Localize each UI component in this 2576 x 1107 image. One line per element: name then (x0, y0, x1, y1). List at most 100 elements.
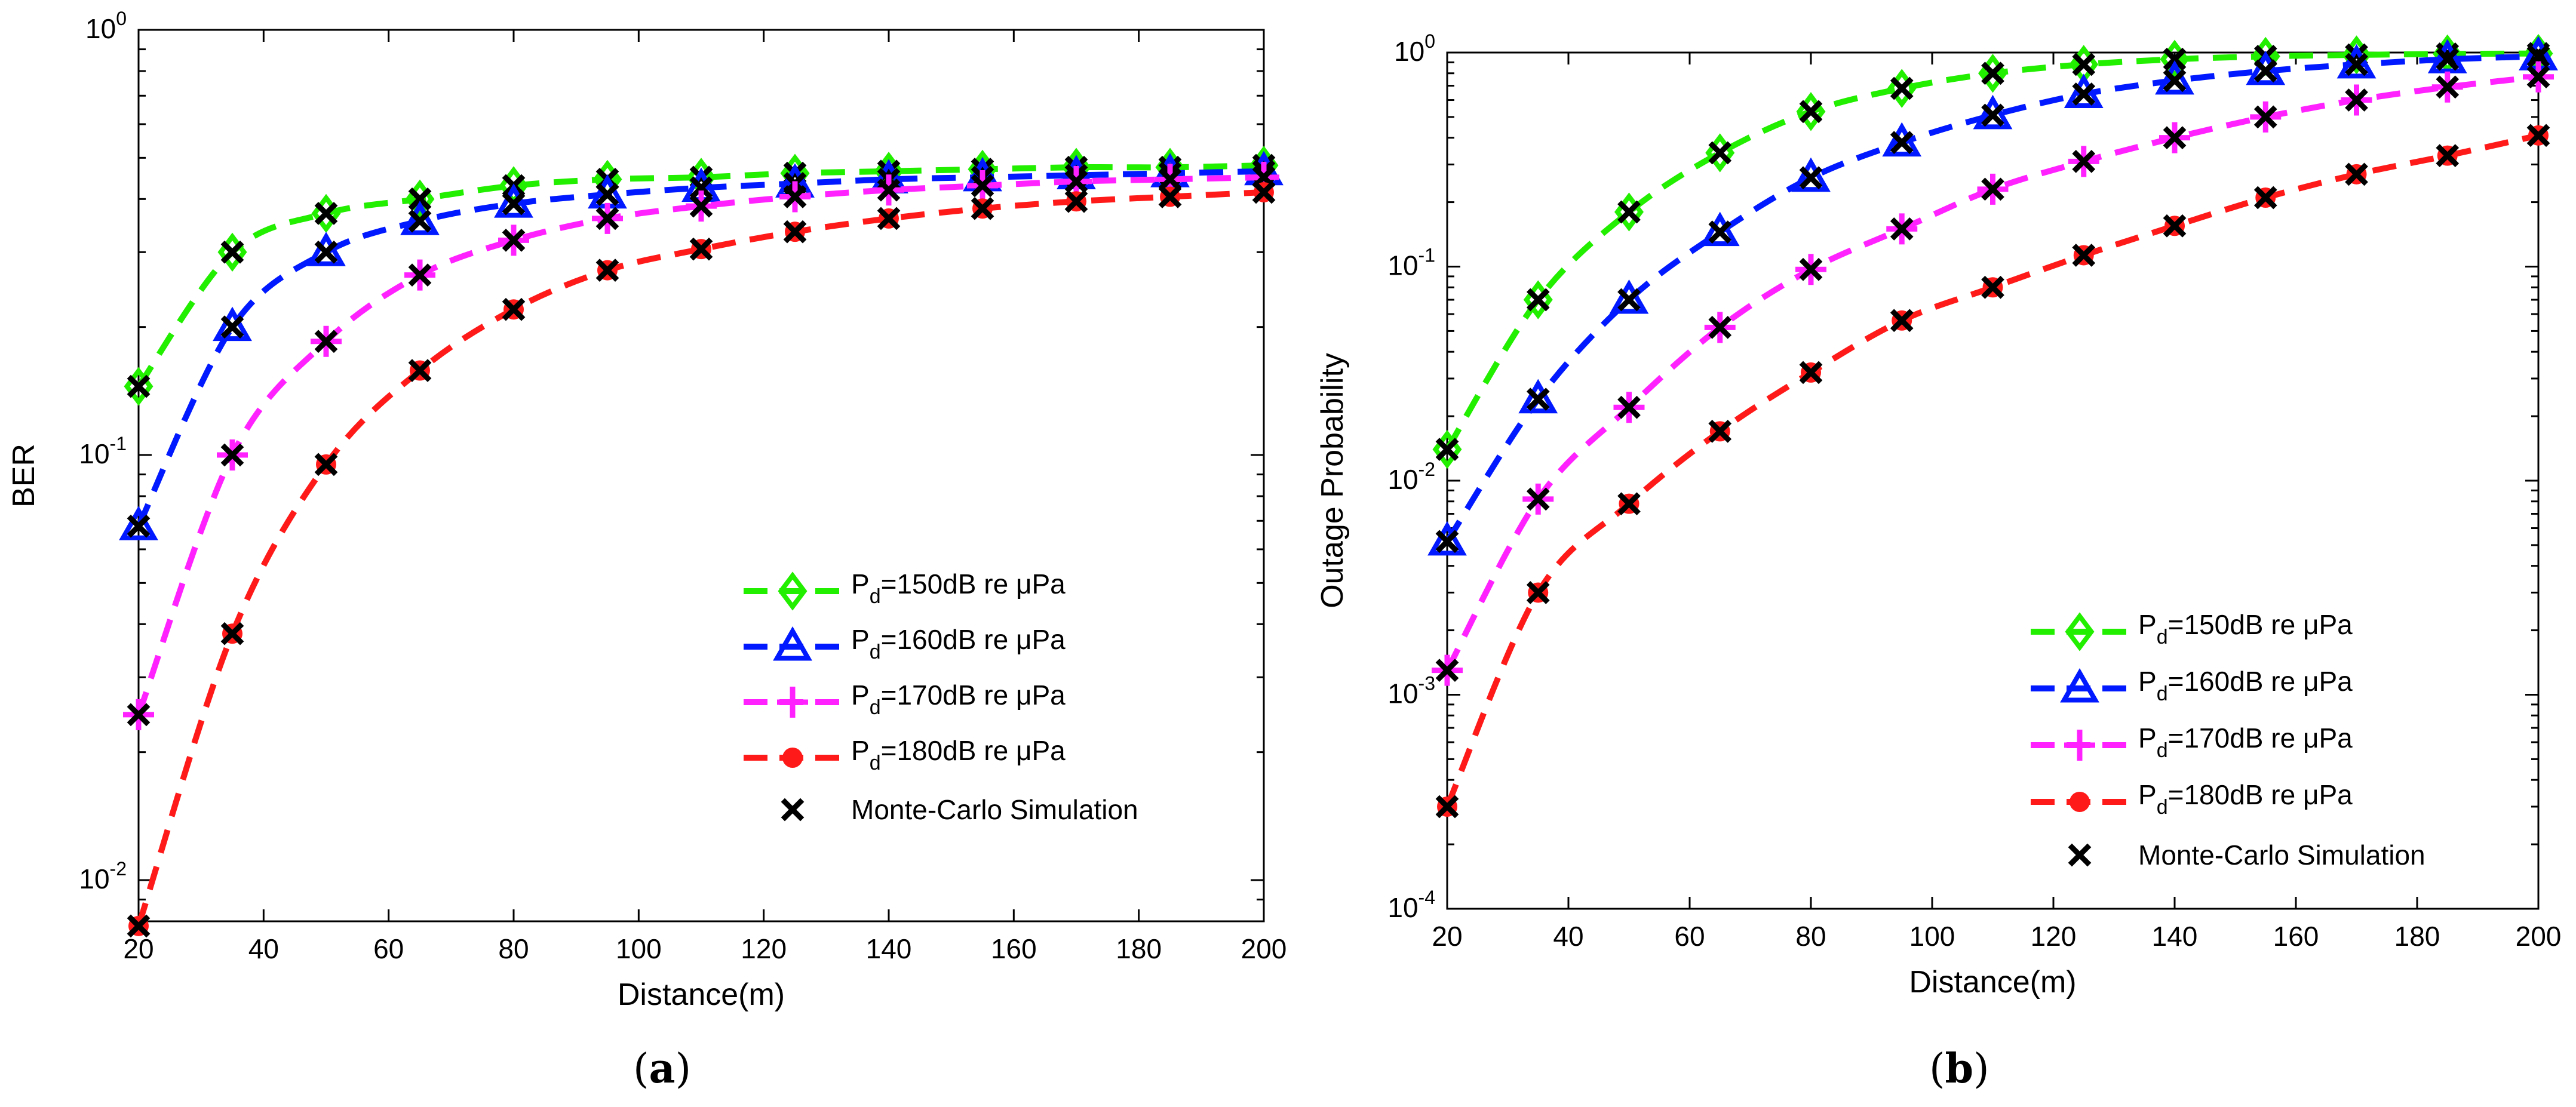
monte-carlo-point (1526, 487, 1550, 511)
data-point (2427, 39, 2467, 73)
monte-carlo-point (689, 176, 713, 199)
x-tick-label: 200 (1241, 933, 1287, 964)
x-tick-label: 180 (1116, 933, 1162, 964)
monte-carlo-point (1890, 131, 1914, 155)
monte-carlo-point (220, 443, 244, 467)
monte-carlo-point (2345, 88, 2368, 112)
monte-carlo-point (408, 263, 432, 287)
y-axis-label: BER (7, 444, 41, 508)
y-tick-label: 10-1 (79, 433, 127, 469)
monte-carlo-point (1981, 103, 2004, 127)
data-point (213, 306, 252, 342)
monte-carlo-point (595, 207, 619, 230)
monte-carlo-point (971, 196, 994, 220)
monte-carlo-point (2526, 65, 2550, 89)
data-point (1973, 94, 2013, 130)
monte-carlo-point (1252, 180, 1276, 204)
monte-carlo-point (689, 237, 713, 261)
monte-carlo-point (2072, 149, 2096, 173)
monte-carlo-point (1799, 166, 1823, 190)
monte-carlo-point (1435, 659, 1459, 682)
monte-carlo-point (127, 703, 151, 727)
monte-carlo-point (502, 192, 526, 216)
legend-monte-carlo-marker (781, 798, 805, 822)
legend-label-monte-carlo: Monte-Carlo Simulation (2138, 840, 2425, 871)
series-line (136, 189, 1264, 927)
monte-carlo-point (314, 330, 338, 353)
series-1 (1427, 36, 2558, 556)
x-tick-label: 20 (1432, 921, 1462, 952)
x-axis-label: Distance(m) (1909, 965, 2076, 1000)
data-point (1518, 379, 1558, 414)
monte-carlo-point (783, 220, 807, 244)
series-3 (127, 180, 1276, 938)
monte-carlo-point (2526, 44, 2550, 68)
monte-carlo-point (220, 622, 244, 645)
data-point (1700, 211, 1740, 247)
x-tick-label: 160 (2273, 921, 2319, 952)
y-tick-label: 10-4 (1387, 887, 1435, 923)
data-point (1882, 122, 1922, 157)
monte-carlo-point (2345, 53, 2368, 76)
monte-carlo-point (971, 174, 994, 198)
x-tick-label: 20 (123, 933, 153, 964)
monte-carlo-point (502, 228, 526, 252)
legend-marker (2070, 792, 2090, 812)
monte-carlo-point (127, 914, 151, 938)
x-tick-label: 80 (1795, 921, 1826, 952)
legend-monte-carlo-marker (2068, 843, 2092, 867)
monte-carlo-point (1252, 165, 1276, 189)
monte-carlo-point (314, 240, 338, 264)
chart-a: 20 40 60 80 100 120 140 160 180 200 10-2 10-1 100 Dis… (7, 8, 1287, 1012)
monte-carlo-point (127, 514, 151, 538)
monte-carlo-point (1981, 275, 2004, 299)
monte-carlo-point (1799, 257, 1823, 281)
monte-carlo-point (689, 194, 713, 218)
monte-carlo-point (2072, 53, 2096, 76)
monte-carlo-point (1435, 530, 1459, 554)
legend-marker (2065, 612, 2095, 651)
legend-marker (778, 571, 808, 611)
monte-carlo-point (127, 374, 151, 398)
y-axis-label: Outage Probability (1315, 353, 1350, 608)
monte-carlo-point (2253, 105, 2277, 129)
legend-marker (773, 626, 812, 661)
legend-label: Pd=150dB re μPa (2138, 609, 2353, 648)
monte-carlo-point (1708, 315, 1732, 339)
x-tick-label: 140 (2152, 921, 2198, 952)
monte-carlo-point (1890, 217, 1914, 241)
series-0 (1432, 33, 2553, 469)
monte-carlo-point (877, 207, 901, 230)
legend-marker (782, 748, 803, 768)
legend: Pd=150dB re μPa Pd=160dB re μPa Pd=170dB r… (2031, 609, 2425, 871)
monte-carlo-point (2163, 47, 2187, 71)
data-point (2064, 73, 2104, 108)
monte-carlo-point (877, 178, 901, 202)
series-2 (1432, 61, 2554, 686)
monte-carlo-point (2163, 69, 2187, 93)
legend-label: Pd=150dB re μPa (851, 568, 1066, 608)
monte-carlo-point (1890, 309, 1914, 333)
monte-carlo-point (408, 187, 432, 211)
x-axis-label: Distance(m) (618, 977, 785, 1012)
x-tick-label: 120 (2031, 921, 2077, 952)
monte-carlo-point (1708, 420, 1732, 443)
monte-carlo-point (314, 453, 338, 476)
data-point (1609, 279, 1649, 314)
panel-label-a: (a) (633, 1045, 692, 1093)
monte-carlo-point (1617, 288, 1641, 312)
y-tick-label: 10-3 (1387, 673, 1435, 709)
x-tick-label: 120 (741, 933, 787, 964)
data-point (400, 201, 440, 235)
monte-carlo-point (595, 259, 619, 282)
monte-carlo-point (1435, 438, 1459, 461)
monte-carlo-point (783, 185, 807, 208)
monte-carlo-point (502, 297, 526, 321)
monte-carlo-point (2253, 186, 2277, 210)
data-point (1791, 157, 1831, 192)
y-tick-label: 10-1 (1387, 245, 1435, 281)
x-tick-label: 40 (248, 933, 279, 964)
monte-carlo-point (1981, 61, 2004, 85)
legend-label: Pd=180dB re μPa (851, 735, 1066, 774)
monte-carlo-point (1708, 220, 1732, 244)
